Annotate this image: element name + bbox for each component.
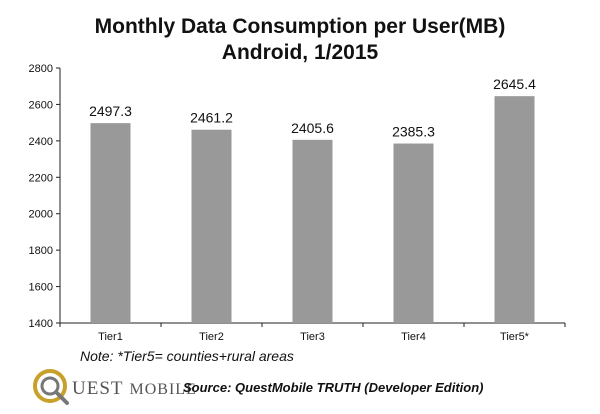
y-tick-label: 1600 [29, 282, 53, 294]
x-tick-label: Tier4 [401, 331, 426, 343]
y-tick-label: 2000 [29, 209, 53, 221]
value-label: 2385.3 [392, 124, 435, 140]
chart-title: Monthly Data Consumption per User(MB) [94, 15, 506, 38]
y-tick-label: 2400 [29, 136, 53, 148]
questmobile-logo: UEST MOBILE [28, 364, 196, 408]
bars [90, 96, 535, 323]
x-tick-label: Tier1 [98, 331, 123, 343]
q-logo-icon [33, 369, 69, 405]
bar [393, 143, 434, 323]
brand-name: UEST MOBILE [72, 378, 197, 400]
y-tick-label: 2800 [29, 63, 53, 75]
value-label: 2645.4 [493, 76, 536, 92]
chart-subtitle: Android, 1/2015 [221, 41, 379, 64]
value-label: 2497.3 [89, 103, 132, 119]
bar [191, 129, 232, 323]
y-tick-label: 2600 [29, 99, 53, 111]
y-tick-label: 1400 [29, 318, 53, 330]
bar [494, 96, 535, 323]
x-tick-label: Tier5* [500, 331, 530, 343]
y-tick-label: 2200 [29, 172, 53, 184]
footnote: Note: *Tier5= counties+rural areas [80, 348, 294, 364]
y-tick-label: 1800 [29, 245, 53, 257]
x-axis: Tier1 Tier2 Tier3 Tier4 Tier5* [59, 322, 566, 343]
value-labels: 2497.3 2461.2 2405.6 2385.3 2645.4 [89, 76, 536, 139]
y-axis: 1400 1600 1800 2000 2200 2400 2600 2800 [29, 63, 61, 330]
bar [90, 123, 131, 323]
value-label: 2461.2 [190, 110, 233, 126]
source-text: Source: QuestMobile TRUTH (Developer Edi… [183, 380, 484, 395]
brand-name-main: UEST [72, 378, 124, 399]
x-tick-label: Tier3 [300, 331, 325, 343]
value-label: 2405.6 [291, 120, 334, 136]
brand-name-suffix: MOBILE [129, 381, 197, 398]
x-tick-label: Tier2 [199, 331, 224, 343]
bar [292, 139, 333, 323]
